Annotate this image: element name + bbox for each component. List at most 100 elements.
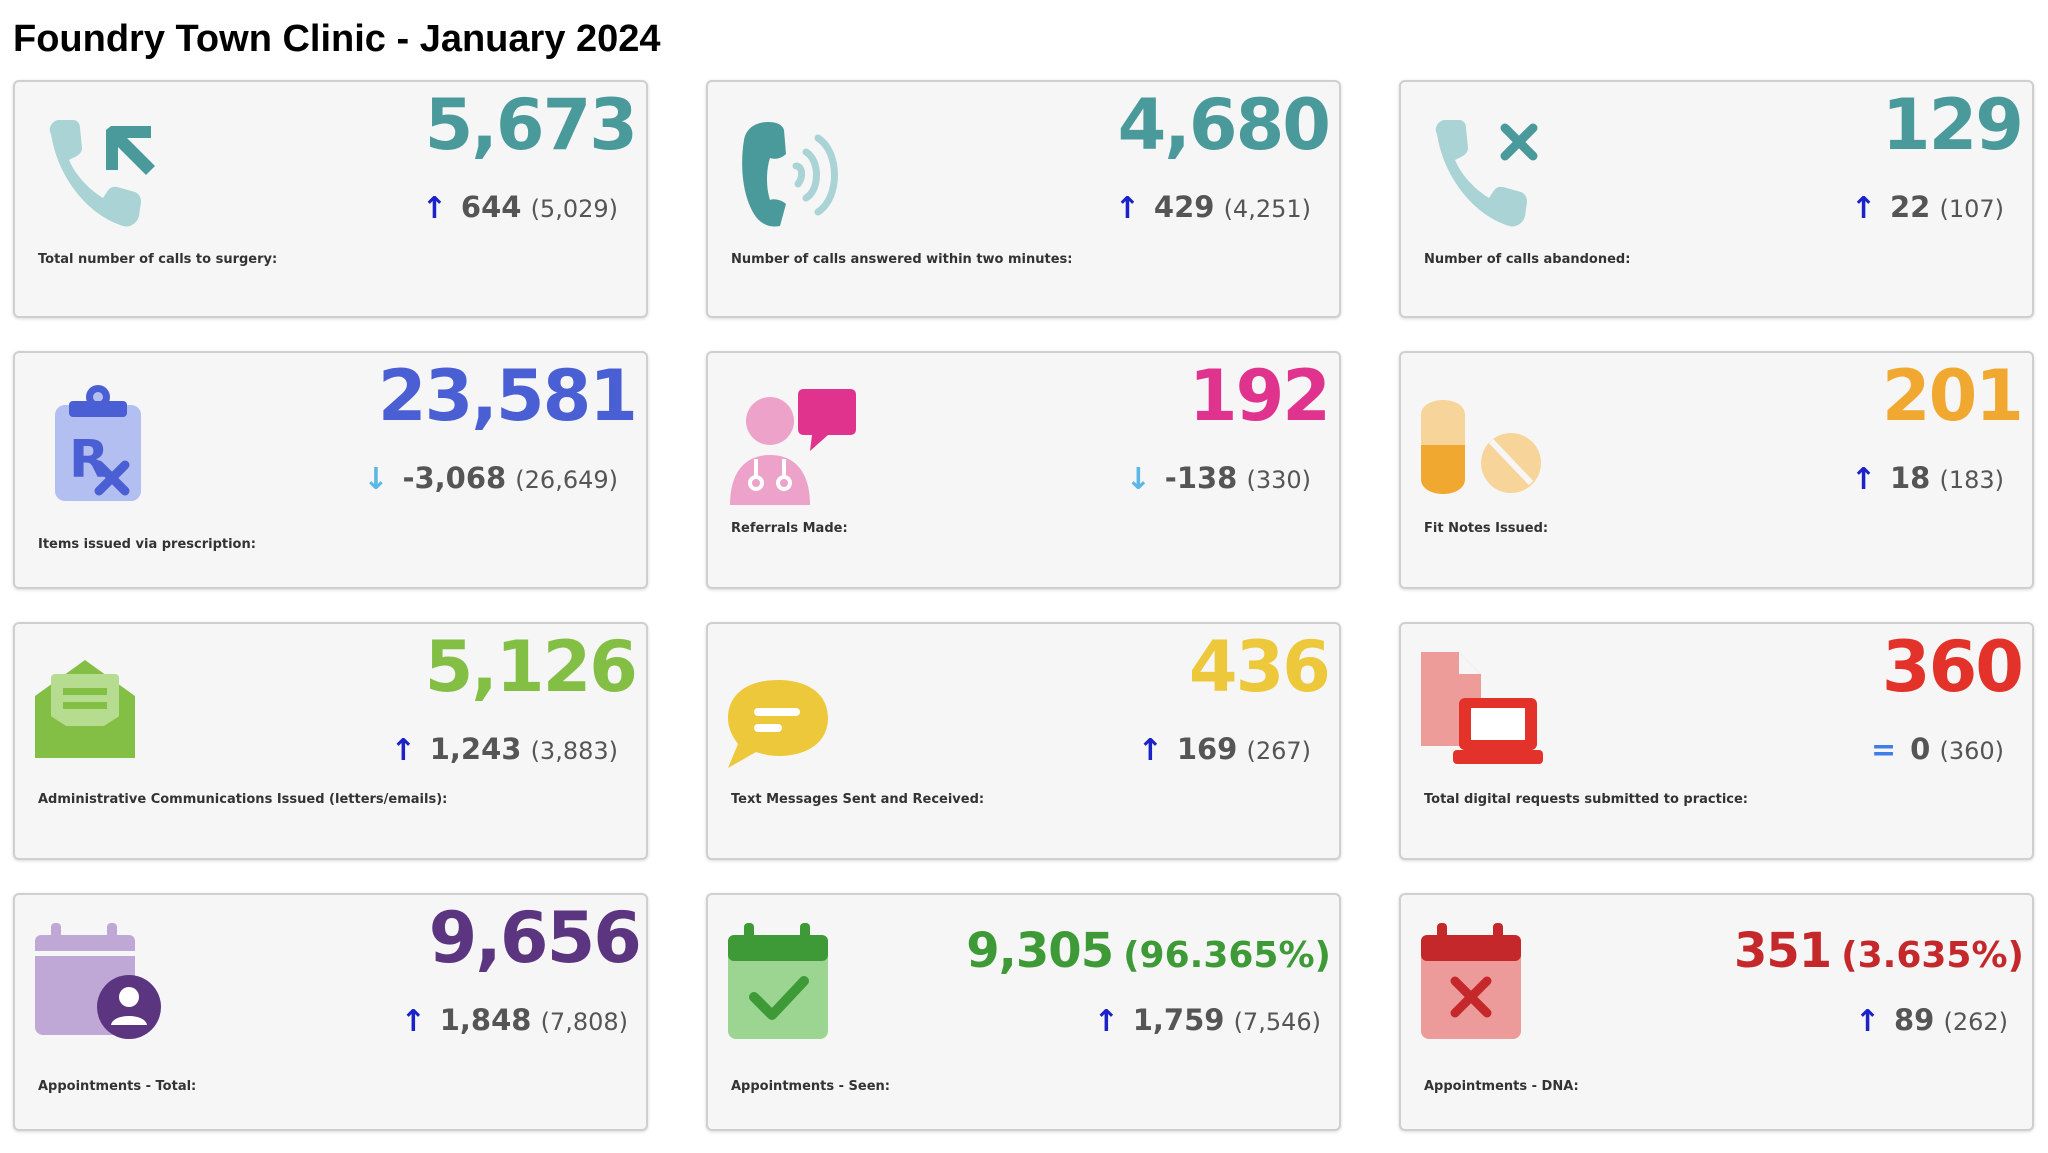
kpi-previous: (4,251) xyxy=(1223,195,1311,223)
arrow-up-icon: ↑ xyxy=(1850,191,1876,226)
kpi-change: = 0 (360) xyxy=(1871,732,2004,768)
kpi-card-prescriptions: R 23,581 ↓ -3,068 (26,649) Items issued v… xyxy=(13,351,648,589)
kpi-change: ↑ 1,243 (3,883) xyxy=(391,732,618,768)
kpi-previous: (5,029) xyxy=(530,195,618,223)
calendar-cross-icon xyxy=(1419,917,1549,1047)
kpi-delta: 644 xyxy=(460,190,522,224)
arrow-down-icon: ↓ xyxy=(363,462,389,497)
kpi-label: Appointments - DNA: xyxy=(1424,1079,1579,1094)
kpi-delta: 1,243 xyxy=(429,732,522,766)
kpi-change: ↑ 169 (267) xyxy=(1138,732,1311,768)
kpi-value: 5,126 xyxy=(424,626,638,708)
kpi-card-appointments-dna: 351 (3.635%) ↑ 89 (262) Appointments - DNA… xyxy=(1399,893,2034,1131)
kpi-card-calls-abandoned: 129 ↑ 22 (107) Number of calls abandoned: xyxy=(1399,80,2034,318)
kpi-delta: 0 xyxy=(1910,732,1931,766)
kpi-delta: -3,068 xyxy=(402,461,507,495)
kpi-card-appointments-seen: 9,305 (96.365%) ↑ 1,759 (7,546) Appointmen… xyxy=(706,893,1341,1131)
kpi-card-admin-comms: 5,126 ↑ 1,243 (3,883) Administrative Comm… xyxy=(13,622,648,860)
prescription-icon: R xyxy=(33,375,163,505)
kpi-card-fit-notes: 201 ↑ 18 (183) Fit Notes Issued: xyxy=(1399,351,2034,589)
equal-icon: = xyxy=(1871,733,1897,768)
kpi-change: ↑ 18 (183) xyxy=(1851,461,2004,497)
calendar-user-icon xyxy=(33,917,163,1047)
kpi-value: 23,581 xyxy=(377,355,638,437)
kpi-previous: (7,808) xyxy=(540,1008,628,1036)
kpi-value: 360 xyxy=(1881,626,2024,708)
arrow-up-icon: ↑ xyxy=(1093,1004,1119,1039)
kpi-delta: 429 xyxy=(1153,190,1215,224)
page-title: Foundry Town Clinic - January 2024 xyxy=(13,18,661,60)
arrow-up-icon: ↑ xyxy=(390,733,416,768)
kpi-change: ↑ 1,848 (7,808) xyxy=(401,1003,628,1039)
arrow-up-icon: ↑ xyxy=(1854,1004,1880,1039)
kpi-card-referrals: 192 ↓ -138 (330) Referrals Made: xyxy=(706,351,1341,589)
kpi-label: Fit Notes Issued: xyxy=(1424,521,1549,536)
doctor-referral-icon xyxy=(726,375,856,505)
arrow-up-icon: ↑ xyxy=(400,1004,426,1039)
kpi-label: Text Messages Sent and Received: xyxy=(731,792,985,807)
kpi-value: 4,680 xyxy=(1117,84,1331,166)
kpi-delta: 22 xyxy=(1890,190,1931,224)
kpi-previous: (267) xyxy=(1246,737,1311,765)
kpi-change: ↓ -138 (330) xyxy=(1126,461,1311,497)
kpi-delta: 18 xyxy=(1890,461,1931,495)
kpi-delta: 169 xyxy=(1176,732,1238,766)
kpi-label: Total digital requests submitted to prac… xyxy=(1424,792,1748,807)
phone-incoming-icon xyxy=(33,104,163,234)
kpi-previous: (107) xyxy=(1939,195,2004,223)
kpi-delta: 1,759 xyxy=(1132,1003,1225,1037)
kpi-previous: (26,649) xyxy=(515,466,618,494)
kpi-change: ↑ 644 (5,029) xyxy=(422,190,618,226)
kpi-label: Number of calls answered within two minu… xyxy=(731,252,1073,267)
pills-icon xyxy=(1419,375,1549,505)
calendar-check-icon xyxy=(726,917,856,1047)
laptop-document-icon xyxy=(1419,646,1549,776)
kpi-previous: (3,883) xyxy=(530,737,618,765)
kpi-label: Administrative Communications Issued (le… xyxy=(38,792,448,807)
kpi-card-calls-total: 5,673 ↑ 644 (5,029) Total number of calls… xyxy=(13,80,648,318)
kpi-delta: 1,848 xyxy=(439,1003,532,1037)
arrow-up-icon: ↑ xyxy=(1850,462,1876,497)
kpi-value: 9,305 (96.365%) xyxy=(966,923,1331,979)
chat-bubble-icon xyxy=(726,646,856,776)
kpi-value: 436 xyxy=(1188,626,1331,708)
kpi-card-text-messages: 436 ↑ 169 (267) Text Messages Sent and Re… xyxy=(706,622,1341,860)
kpi-previous: (262) xyxy=(1943,1008,2008,1036)
kpi-previous: (330) xyxy=(1246,466,1311,494)
arrow-up-icon: ↑ xyxy=(1137,733,1163,768)
phone-ringing-icon xyxy=(726,104,856,234)
kpi-change: ↑ 429 (4,251) xyxy=(1115,190,1311,226)
kpi-change: ↑ 89 (262) xyxy=(1855,1003,2008,1039)
arrow-up-icon: ↑ xyxy=(1114,191,1140,226)
kpi-label: Appointments - Total: xyxy=(38,1079,197,1094)
kpi-change: ↓ -3,068 (26,649) xyxy=(363,461,618,497)
kpi-card-appointments-total: 9,656 ↑ 1,848 (7,808) Appointments - Tota… xyxy=(13,893,648,1131)
kpi-value: 5,673 xyxy=(424,84,638,166)
kpi-label: Appointments - Seen: xyxy=(731,1079,890,1094)
kpi-value: 192 xyxy=(1188,355,1331,437)
kpi-previous: (183) xyxy=(1939,466,2004,494)
kpi-label: Number of calls abandoned: xyxy=(1424,252,1631,267)
kpi-value: 351 (3.635%) xyxy=(1733,923,2024,979)
kpi-delta: 89 xyxy=(1894,1003,1935,1037)
kpi-value: 9,656 xyxy=(428,897,642,979)
kpi-change: ↑ 1,759 (7,546) xyxy=(1094,1003,1321,1039)
kpi-label: Total number of calls to surgery: xyxy=(38,252,278,267)
kpi-label: Items issued via prescription: xyxy=(38,537,256,552)
kpi-change: ↑ 22 (107) xyxy=(1851,190,2004,226)
kpi-percentage: (3.635%) xyxy=(1841,935,2024,976)
kpi-percentage: (96.365%) xyxy=(1123,935,1331,976)
kpi-value: 129 xyxy=(1881,84,2024,166)
kpi-delta: -138 xyxy=(1164,461,1238,495)
kpi-previous: (360) xyxy=(1939,737,2004,765)
phone-missed-icon xyxy=(1419,104,1549,234)
kpi-value: 201 xyxy=(1881,355,2024,437)
envelope-icon xyxy=(33,646,163,776)
kpi-label: Referrals Made: xyxy=(731,521,848,536)
arrow-down-icon: ↓ xyxy=(1125,462,1151,497)
svg-text:R: R xyxy=(69,430,109,490)
kpi-card-digital-requests: 360 = 0 (360) Total digital requests subm… xyxy=(1399,622,2034,860)
kpi-card-calls-answered: 4,680 ↑ 429 (4,251) Number of calls answe… xyxy=(706,80,1341,318)
arrow-up-icon: ↑ xyxy=(421,191,447,226)
kpi-previous: (7,546) xyxy=(1233,1008,1321,1036)
